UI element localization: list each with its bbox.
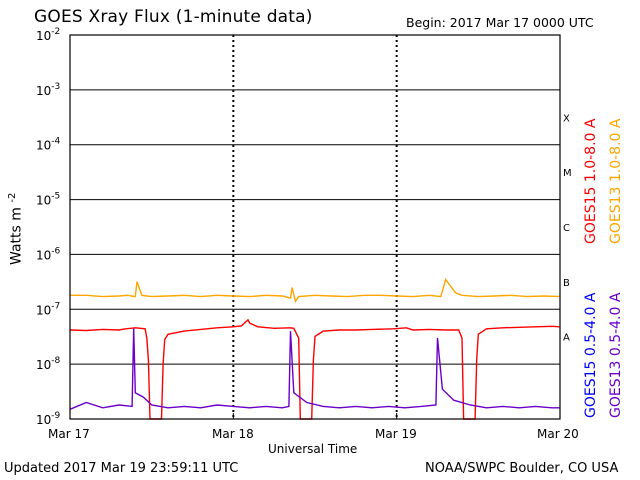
x-axis-label: Universal Time xyxy=(268,442,358,456)
flare-class-label: B xyxy=(563,278,570,289)
flare-class-label: X xyxy=(563,113,570,124)
updated-timestamp: Updated 2017 Mar 19 23:59:11 UTC xyxy=(4,461,239,476)
legend-goes13-short-text: GOES13 0.5-4.0 A xyxy=(608,292,624,418)
legend-goes13-long: GOES13 1.0-8.0 A xyxy=(608,118,624,244)
y-tick-base: 10 xyxy=(36,29,51,43)
x-tick-label: Mar 19 xyxy=(375,427,417,441)
y-axis-label-exponent: -2 xyxy=(7,192,18,203)
y-tick-base: 10 xyxy=(36,139,51,153)
y-tick-label: 10-3 xyxy=(36,82,60,98)
y-tick-base: 10 xyxy=(36,413,51,427)
flare-class-label: A xyxy=(563,333,570,344)
series-line xyxy=(69,328,560,410)
y-tick-label: 10-8 xyxy=(36,356,61,372)
y-tick-label: 10-7 xyxy=(36,301,60,317)
y-tick-base: 10 xyxy=(36,194,51,208)
plot-frame xyxy=(69,34,561,420)
y-tick-exponent: -2 xyxy=(51,27,60,37)
y-tick-base: 10 xyxy=(36,303,51,317)
legend-goes13-long-text: GOES13 1.0-8.0 A xyxy=(608,118,624,244)
y-tick-label: 10-6 xyxy=(36,246,61,262)
legend-goes15-long-text: GOES15 1.0-8.0 A xyxy=(583,118,599,244)
begin-time-label: Begin: 2017 Mar 17 0000 UTC xyxy=(406,15,594,30)
y-tick-exponent: -5 xyxy=(51,192,60,202)
legend-goes15-short-text: GOES15 0.5-4.0 A xyxy=(583,292,599,418)
y-axis-label: Watts m -2 xyxy=(7,192,25,265)
y-tick-label: 10-2 xyxy=(36,27,60,43)
y-axis-label-text: Watts m xyxy=(8,207,25,265)
y-tick-exponent: -4 xyxy=(51,137,60,147)
y-tick-exponent: -7 xyxy=(51,301,60,311)
legend-goes15-long: GOES15 1.0-8.0 A xyxy=(583,118,599,244)
flare-class-label: C xyxy=(563,223,570,234)
legend-goes13-short: GOES13 0.5-4.0 A xyxy=(608,292,624,418)
y-tick-label: 10-4 xyxy=(36,137,61,153)
y-tick-base: 10 xyxy=(36,358,51,372)
flare-class-label: M xyxy=(563,168,572,179)
y-tick-exponent: -6 xyxy=(51,246,60,256)
y-tick-label: 10-5 xyxy=(36,192,60,208)
y-tick-base: 10 xyxy=(36,84,51,98)
credit-label: NOAA/SWPC Boulder, CO USA xyxy=(425,461,619,476)
y-tick-label: 10-9 xyxy=(36,411,61,427)
y-tick-base: 10 xyxy=(36,248,51,262)
chart-title: GOES Xray Flux (1-minute data) xyxy=(34,7,313,27)
y-tick-exponent: -9 xyxy=(51,411,60,421)
x-tick-label: Mar 20 xyxy=(537,427,579,441)
y-tick-exponent: -8 xyxy=(51,356,60,366)
legend-goes15-short: GOES15 0.5-4.0 A xyxy=(583,292,599,418)
y-tick-exponent: -3 xyxy=(51,82,60,92)
x-tick-label: Mar 18 xyxy=(212,427,254,441)
series-line xyxy=(70,277,561,303)
x-tick-label: Mar 17 xyxy=(48,427,90,441)
